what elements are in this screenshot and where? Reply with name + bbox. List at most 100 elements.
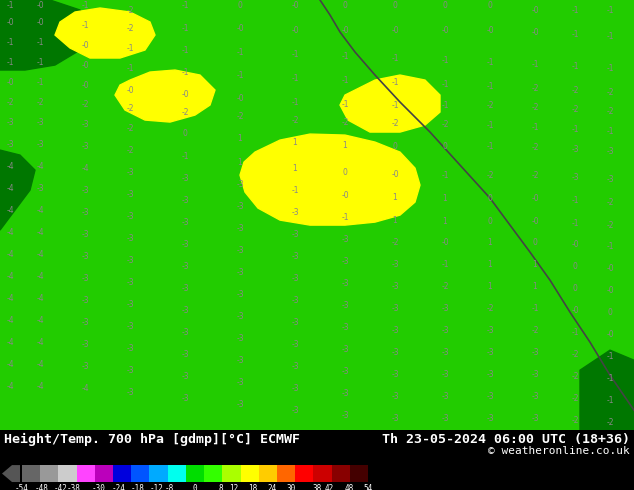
Text: -2: -2 — [126, 103, 134, 113]
Text: -3: -3 — [181, 173, 189, 183]
Text: -1: -1 — [606, 31, 614, 41]
Text: 38: 38 — [312, 484, 321, 490]
Text: -4: -4 — [36, 382, 44, 391]
Text: -2: -2 — [126, 146, 134, 154]
Text: -3: -3 — [531, 348, 539, 357]
Text: -3: -3 — [236, 378, 244, 387]
Text: -0: -0 — [81, 61, 89, 70]
Text: -0: -0 — [441, 238, 449, 246]
Text: -0: -0 — [486, 25, 494, 34]
Text: 24: 24 — [268, 484, 276, 490]
Text: -3: -3 — [441, 414, 449, 423]
Text: -1: -1 — [181, 0, 189, 9]
Text: -4: -4 — [6, 162, 14, 171]
Text: -3: -3 — [341, 389, 349, 398]
Text: 1: 1 — [533, 260, 538, 269]
Text: -1: -1 — [36, 77, 44, 87]
Text: -2: -2 — [391, 238, 399, 246]
Text: -3: -3 — [391, 392, 399, 401]
Text: -3: -3 — [181, 196, 189, 205]
Text: 0: 0 — [193, 484, 197, 490]
Text: -3: -3 — [486, 414, 494, 423]
Text: -2: -2 — [571, 393, 579, 403]
Text: -0: -0 — [606, 264, 614, 272]
Text: -2: -2 — [6, 98, 14, 106]
Text: -2: -2 — [531, 326, 539, 335]
Text: -3: -3 — [391, 282, 399, 291]
Text: 1: 1 — [392, 216, 398, 224]
Text: 12: 12 — [229, 484, 238, 490]
Text: -2: -2 — [606, 106, 614, 116]
Text: -3: -3 — [391, 414, 399, 423]
Text: -3: -3 — [341, 279, 349, 288]
Text: -2: -2 — [181, 108, 189, 117]
Text: -0: -0 — [531, 27, 539, 37]
Text: -1: -1 — [391, 100, 399, 110]
Text: -0: -0 — [571, 306, 579, 315]
Text: -3: -3 — [236, 356, 244, 365]
Text: -0: -0 — [606, 286, 614, 294]
Text: -4: -4 — [36, 249, 44, 259]
Text: -4: -4 — [36, 360, 44, 368]
Text: -2: -2 — [341, 118, 349, 126]
Polygon shape — [115, 70, 215, 122]
Text: -4: -4 — [6, 228, 14, 237]
Text: -3: -3 — [236, 312, 244, 320]
Text: -3: -3 — [341, 323, 349, 332]
Text: -3: -3 — [36, 184, 44, 193]
Bar — [131, 465, 150, 482]
Text: -2: -2 — [571, 86, 579, 95]
Text: 18: 18 — [248, 484, 257, 490]
Bar — [350, 465, 368, 482]
Text: -1: -1 — [606, 64, 614, 73]
Text: 0: 0 — [342, 168, 347, 176]
Text: -1: -1 — [571, 196, 579, 205]
Text: -3: -3 — [486, 348, 494, 357]
Text: -3: -3 — [236, 400, 244, 409]
Text: -1: -1 — [181, 24, 189, 32]
Text: -3: -3 — [126, 366, 134, 375]
Text: -3: -3 — [486, 392, 494, 401]
Text: -3: -3 — [126, 343, 134, 353]
Text: -1: -1 — [531, 122, 539, 131]
Text: 1: 1 — [533, 282, 538, 291]
Polygon shape — [340, 75, 440, 132]
Polygon shape — [0, 150, 35, 230]
Text: -1: -1 — [441, 79, 449, 89]
Text: -24: -24 — [111, 484, 125, 490]
Text: -1: -1 — [36, 57, 44, 67]
Text: -3: -3 — [236, 245, 244, 255]
Text: -3: -3 — [181, 350, 189, 359]
Text: -3: -3 — [341, 235, 349, 244]
Text: -3: -3 — [441, 369, 449, 379]
Text: -0: -0 — [181, 90, 189, 98]
Text: -3: -3 — [126, 168, 134, 176]
Text: -3: -3 — [236, 334, 244, 343]
Text: -3: -3 — [341, 301, 349, 310]
Text: -1: -1 — [6, 38, 14, 47]
Text: -3: -3 — [291, 318, 299, 327]
Text: -12: -12 — [150, 484, 164, 490]
Text: -18: -18 — [131, 484, 145, 490]
Text: -3: -3 — [6, 140, 14, 148]
Text: -3: -3 — [441, 392, 449, 401]
Text: -3: -3 — [291, 406, 299, 415]
Text: -2: -2 — [486, 304, 494, 313]
Text: -2: -2 — [126, 123, 134, 133]
Text: -3: -3 — [291, 384, 299, 392]
Text: -0: -0 — [236, 24, 244, 32]
Text: -3: -3 — [341, 344, 349, 354]
Text: -1: -1 — [291, 186, 299, 195]
Text: -1: -1 — [236, 71, 243, 79]
Text: -1: -1 — [571, 5, 579, 15]
Text: -3: -3 — [126, 212, 134, 220]
Text: -3: -3 — [126, 300, 134, 309]
Bar — [186, 465, 204, 482]
Text: -1: -1 — [486, 81, 494, 91]
Text: -0: -0 — [291, 25, 299, 34]
Text: -3: -3 — [81, 208, 89, 217]
Text: -3: -3 — [126, 388, 134, 397]
Text: -0: -0 — [341, 25, 349, 34]
Text: -3: -3 — [236, 201, 244, 211]
Bar — [95, 465, 113, 482]
